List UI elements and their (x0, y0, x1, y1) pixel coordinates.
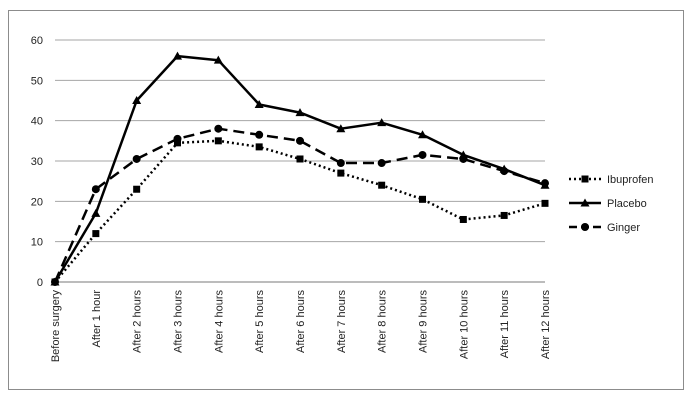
ginger-point (51, 278, 59, 286)
x-tick-label: After 12 hours (540, 290, 552, 360)
legend-marker (580, 198, 590, 207)
x-tick-label: After 1 hour (91, 290, 103, 348)
ibuprofen-point (419, 195, 426, 203)
ginger-point (500, 167, 509, 176)
placebo-point (173, 51, 182, 60)
ginger-point (459, 154, 468, 163)
ginger-point (132, 154, 141, 163)
ginger-point (336, 159, 345, 168)
ginger-line (53, 127, 546, 283)
legend-label: Placebo (607, 198, 647, 210)
y-axis-ticks: 0 10 20 30 40 50 60 (31, 35, 43, 289)
legend-item-ginger: Ginger (569, 222, 640, 234)
series-lines (50, 51, 550, 286)
placebo-point (132, 96, 142, 104)
y-tick-label: 30 (31, 156, 43, 168)
ibuprofen-point (214, 137, 222, 145)
chart-frame (8, 10, 684, 390)
x-tick-label: After 11 hours (499, 290, 511, 359)
ibuprofen-point (133, 185, 141, 193)
ginger-point (91, 185, 100, 194)
placebo-point (336, 124, 346, 133)
x-tick-label: After 6 hours (295, 290, 307, 353)
series-ginger (51, 124, 549, 286)
ginger-point (214, 124, 223, 133)
x-tick-label: After 4 hours (213, 290, 225, 353)
x-tick-label: After 10 hours (458, 290, 470, 360)
ibuprofen-point (255, 143, 263, 151)
placebo-point (295, 108, 305, 117)
x-tick-label: After 7 hours (336, 290, 348, 353)
y-tick-label: 40 (31, 116, 43, 128)
legend-item-placebo: Placebo (569, 198, 647, 210)
x-tick-label: After 3 hours (173, 290, 185, 353)
x-tick-label: After 5 hours (254, 290, 266, 353)
gridlines (55, 39, 545, 283)
y-tick-label: 10 (31, 237, 43, 249)
ibuprofen-point (541, 199, 549, 207)
x-tick-label: Before surgery (50, 290, 62, 363)
x-axis-ticks: Before surgery After 1 hour After 2 hours A… (50, 290, 552, 363)
placebo-point (254, 100, 264, 109)
placebo-line (53, 54, 546, 283)
y-tick-label: 60 (31, 35, 43, 47)
ginger-point (173, 134, 182, 143)
x-tick-label: After 2 hours (132, 290, 144, 353)
ibuprofen-point (92, 230, 100, 238)
legend-label: Ibuprofen (607, 174, 653, 186)
y-tick-label: 20 (31, 196, 43, 208)
ibuprofen-point (500, 211, 508, 219)
legend-item-ibuprofen: Ibuprofen (569, 174, 653, 186)
x-tick-label: After 8 hours (377, 290, 389, 353)
ibuprofen-point (378, 181, 386, 189)
legend: Ibuprofen Placebo Ginger (569, 174, 653, 234)
placebo-point (418, 130, 427, 139)
ginger-point (296, 136, 304, 145)
ginger-point (418, 150, 427, 159)
ginger-point (255, 130, 264, 139)
legend-marker (581, 223, 589, 231)
legend-label: Ginger (607, 222, 640, 234)
legend-marker (581, 175, 589, 183)
ginger-point (541, 179, 549, 188)
ibuprofen-point (459, 215, 467, 223)
ibuprofen-point (296, 155, 304, 163)
ibuprofen-point (337, 169, 345, 177)
placebo-point (91, 208, 101, 217)
placebo-point (213, 55, 223, 64)
placebo-point (377, 118, 387, 127)
ibuprofen-point (174, 139, 181, 147)
ginger-point (377, 159, 386, 168)
y-tick-label: 0 (37, 277, 43, 289)
y-tick-label: 50 (31, 75, 43, 87)
x-tick-label: After 9 hours (418, 290, 430, 353)
